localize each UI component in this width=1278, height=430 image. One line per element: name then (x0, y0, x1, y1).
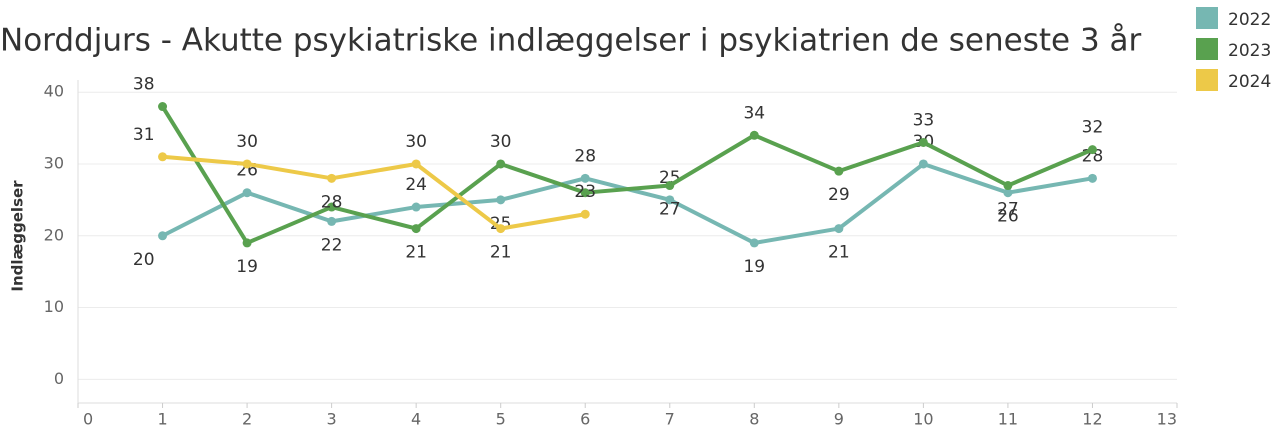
point (242, 238, 252, 248)
data-label: 19 (743, 257, 765, 277)
point (496, 159, 506, 169)
point (411, 224, 421, 234)
point (665, 195, 675, 205)
y-tick-label: 10 (44, 297, 64, 316)
data-label: 21 (828, 243, 850, 263)
point (327, 216, 337, 226)
data-label: 21 (405, 243, 427, 263)
y-tick-label: 40 (44, 82, 64, 101)
point (327, 202, 337, 212)
data-label: 20 (133, 250, 155, 270)
point (580, 173, 590, 183)
data-label: 28 (321, 192, 343, 212)
x-tick-label: 4 (411, 410, 421, 429)
data-label: 27 (659, 200, 681, 220)
point (749, 238, 759, 248)
point (1087, 145, 1097, 155)
point (665, 181, 675, 191)
x-tick-label: 11 (998, 410, 1018, 429)
x-tick-label: 8 (749, 410, 759, 429)
x-tick-label: 7 (665, 410, 675, 429)
data-label: 34 (743, 103, 765, 123)
series-line (162, 154, 586, 231)
data-label: 30 (236, 132, 258, 152)
x-tick-label: 10 (913, 410, 933, 429)
series-line (161, 161, 1093, 245)
point (411, 202, 421, 212)
point (580, 209, 590, 219)
point (834, 224, 844, 234)
x-tick-label: 12 (1082, 410, 1102, 429)
data-label: 23 (574, 182, 596, 202)
x-tick-label: 1 (157, 410, 167, 429)
data-label: 33 (913, 110, 935, 130)
point (1003, 181, 1013, 191)
legend-label: 2022 (1228, 10, 1271, 30)
point (918, 137, 928, 147)
point (327, 173, 337, 183)
legend-swatch (1196, 7, 1218, 29)
chart-title: Norddjurs - Akutte psykiatriske indlægge… (0, 23, 1142, 59)
y-axis-label: Indlæggelser (9, 180, 27, 292)
point (496, 195, 506, 205)
data-label: 29 (828, 185, 850, 205)
point (242, 188, 252, 198)
legend-swatch (1196, 38, 1218, 60)
point (580, 188, 590, 198)
point (158, 102, 168, 112)
legend-label: 2023 (1228, 41, 1271, 61)
x-tick-label: 3 (327, 410, 337, 429)
data-label: 38 (133, 75, 155, 95)
data-label: 28 (574, 146, 596, 166)
point (834, 166, 844, 176)
x-tick-label: 13 (1157, 410, 1177, 429)
data-label: 30 (405, 132, 427, 152)
point (749, 130, 759, 140)
point (411, 159, 421, 169)
y-tick-label: 30 (44, 153, 64, 172)
data-label: 31 (133, 125, 155, 145)
data-label: 30 (490, 132, 512, 152)
data-label: 26 (997, 207, 1019, 227)
x-tick-label: 0 (83, 410, 93, 429)
legend-swatch (1196, 69, 1218, 91)
x-tick-label: 9 (834, 410, 844, 429)
data-label: 21 (490, 243, 512, 263)
y-tick-label: 0 (54, 369, 64, 388)
point (496, 224, 506, 234)
point (242, 159, 252, 169)
x-tick-label: 5 (496, 410, 506, 429)
point (158, 152, 168, 162)
data-label: 22 (321, 235, 343, 255)
data-label: 27 (997, 200, 1019, 220)
point (158, 231, 168, 241)
series-line (160, 105, 1094, 245)
point (1087, 173, 1097, 183)
point (1003, 188, 1013, 198)
point (918, 159, 928, 169)
x-tick-label: 6 (580, 410, 590, 429)
data-label: 24 (405, 175, 427, 195)
y-tick-label: 20 (44, 225, 64, 244)
legend-label: 2024 (1228, 72, 1271, 92)
data-label: 32 (1082, 118, 1104, 138)
x-tick-label: 2 (242, 410, 252, 429)
data-label: 19 (236, 257, 258, 277)
